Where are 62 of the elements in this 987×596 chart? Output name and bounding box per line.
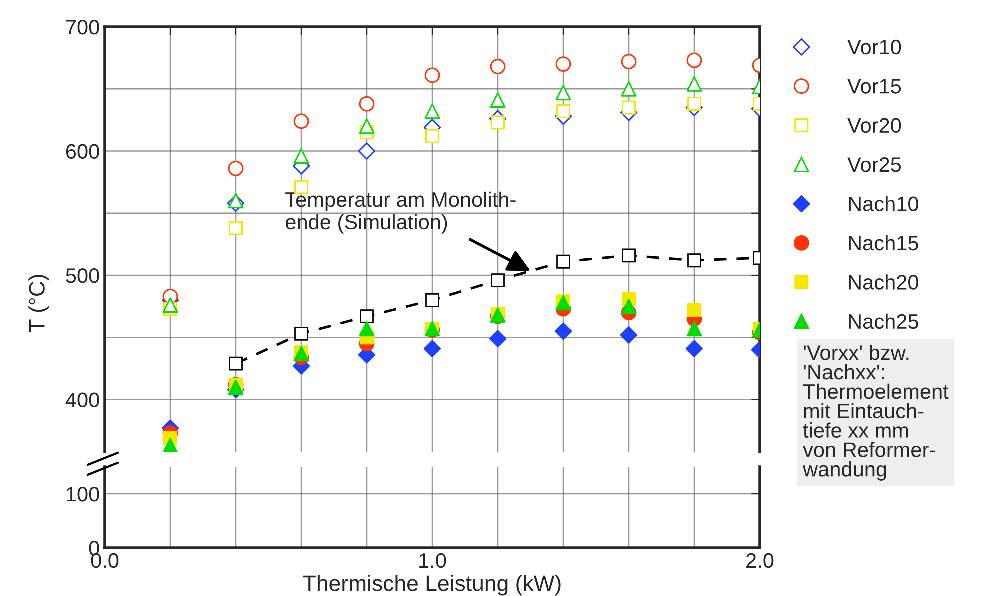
x-tick-label: 1.0 [420,553,446,568]
point [359,118,375,134]
point [556,104,571,119]
legend-label: Nach10 [849,196,918,212]
point [294,148,310,164]
y-axis-title: T (°C) [28,275,50,332]
legend-label: Nach20 [849,274,918,290]
annotation: Temperatur am Monolith- ende (Simulation) [286,192,516,234]
point [294,114,310,130]
point [490,92,506,108]
x-axis-title: Thermische Leistung (kW) [303,575,561,596]
y-tick-label: 600 [66,144,100,160]
point [622,100,636,115]
point [228,380,244,396]
point [424,68,440,84]
y-tick-label: 500 [66,268,100,284]
legend-label: Vor20 [848,118,902,134]
point [556,56,572,72]
point [359,321,375,337]
point [360,310,374,324]
legend-label: Nach25 [849,314,918,330]
point [556,85,572,101]
text: 'Vorxx' bzw. 'Nachxx': Thermoelement mit Eintauch- tiefe xx mm von Reformer- wandung [802,345,949,481]
point [162,298,178,314]
point [228,221,244,236]
point [491,274,505,288]
point [554,322,572,340]
point [686,321,702,337]
point [687,97,702,112]
point [228,193,244,209]
point [425,129,440,144]
point [621,81,637,97]
point [294,327,308,341]
point [686,52,702,68]
legend-label: Vor10 [848,40,902,55]
point [490,59,506,74]
point [688,254,702,268]
point [556,254,570,269]
point [228,160,244,176]
x-tick-label: 2.0 [746,553,774,568]
point [424,104,440,120]
y-tick-label: 700 [66,20,100,35]
point [359,96,375,112]
point [686,340,704,358]
legend-label: Vor15 [848,79,902,94]
point [162,438,178,452]
point [489,330,507,348]
point [620,326,638,344]
point [621,54,637,70]
point [686,76,702,92]
point [490,116,506,130]
y-tick-label: 400 [66,392,100,408]
point [426,293,440,308]
point [687,303,702,318]
y-tick-label: 100 [66,487,100,502]
point [621,298,637,314]
point [622,248,636,263]
point [358,142,376,160]
point [229,356,243,371]
legend-label: Nach15 [849,235,918,251]
point [424,340,442,358]
legend-label: Vor25 [848,158,902,172]
